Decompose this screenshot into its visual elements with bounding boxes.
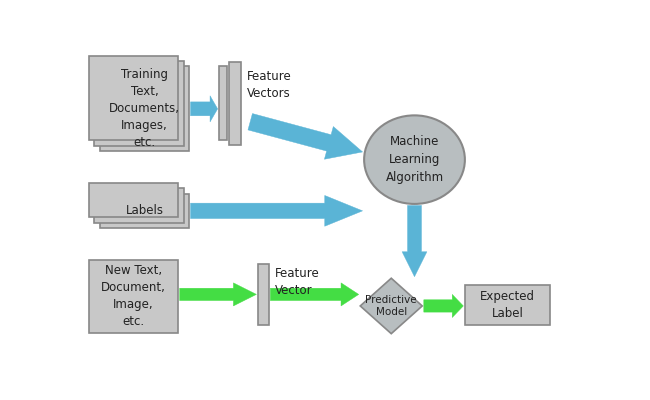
Text: Machine
Learning
Algorithm: Machine Learning Algorithm [385, 135, 443, 184]
Polygon shape [402, 206, 427, 277]
Bar [100, 194, 189, 228]
Polygon shape [190, 196, 363, 226]
Text: Expected
Label: Expected Label [480, 290, 535, 320]
Bar [89, 56, 178, 140]
Polygon shape [190, 96, 218, 122]
Text: New Text,
Document,
Image,
etc.: New Text, Document, Image, etc. [101, 264, 166, 328]
Polygon shape [248, 114, 363, 159]
Bar [89, 260, 178, 333]
Bar [219, 66, 227, 140]
Polygon shape [424, 294, 463, 318]
Text: Feature
Vector: Feature Vector [275, 267, 320, 297]
Bar [258, 264, 269, 325]
Bar [465, 285, 550, 325]
Text: Labels: Labels [125, 204, 163, 217]
Bar [94, 188, 183, 223]
Bar [229, 62, 241, 145]
Bar [94, 61, 183, 146]
Bar [100, 66, 189, 151]
Text: Feature
Vectors: Feature Vectors [247, 70, 292, 100]
Polygon shape [179, 283, 256, 306]
Text: Predictive
Model: Predictive Model [365, 295, 417, 317]
Ellipse shape [364, 115, 465, 204]
Text: Training
Text,
Documents,
Images,
etc.: Training Text, Documents, Images, etc. [109, 68, 180, 149]
Polygon shape [270, 283, 359, 306]
Polygon shape [360, 278, 422, 334]
Bar [89, 183, 178, 218]
